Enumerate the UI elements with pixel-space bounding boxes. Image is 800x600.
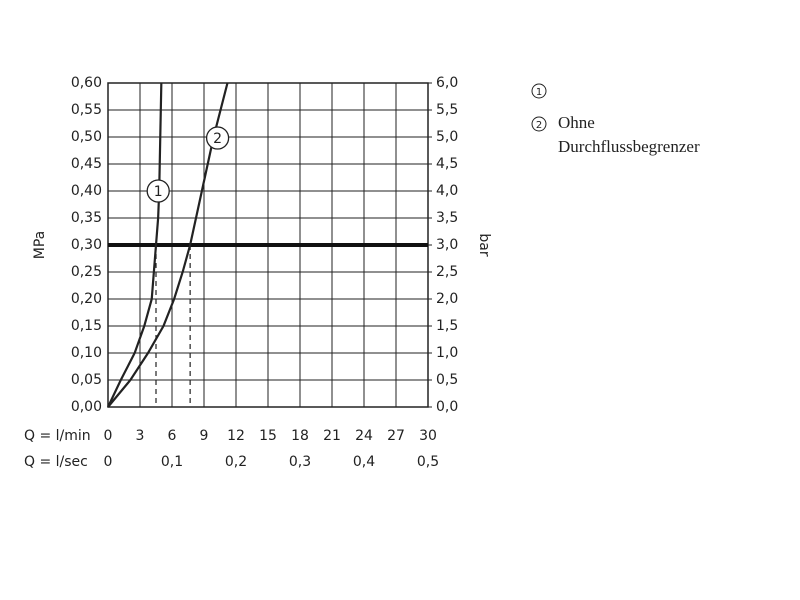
y-tick-label: 0,15 [71,318,102,334]
y2-tick-label: 2,5 [436,264,458,280]
x-tick-label: 18 [291,428,309,444]
y2-tick-label: 0,5 [436,372,458,388]
x-tick-label: 3 [136,428,145,444]
y-tick-label: 0,30 [71,237,102,253]
y-tick-label: 0,45 [71,156,102,172]
y2-tick-label: 6,0 [436,75,458,91]
x-tick-label: 15 [259,428,277,444]
curve [107,82,163,408]
y-tick-label: 0,25 [71,264,102,280]
y-tick-label: 0,35 [71,210,102,226]
y-tick-label: 0,00 [71,399,102,415]
x-tick-label: 21 [323,428,341,444]
y2-tick-label: 4,0 [436,183,458,199]
x-tick-label: 6 [168,428,177,444]
y2-tick-label: 3,0 [436,237,458,253]
y-tick-label: 0,50 [71,129,102,145]
x-tick-label: 0 [104,428,113,444]
x2-tick-label: 0,2 [225,454,247,470]
x2-axis-label: Q = l/sec [24,454,88,470]
x-tick-label: 30 [419,428,437,444]
y-tick-label: 0,20 [71,291,102,307]
x2-tick-label: 0,4 [353,454,375,470]
legend-marker-label: 1 [536,87,542,98]
y-tick-label: 0,55 [71,102,102,118]
y2-tick-label: 2,0 [436,291,458,307]
y-tick-label: 0,10 [71,345,102,361]
y2-tick-label: 4,5 [436,156,458,172]
x2-tick-label: 0,3 [289,454,311,470]
y2-tick-label: 1,0 [436,345,458,361]
x2-tick-label: 0,1 [161,454,183,470]
curve-label: 2 [213,131,222,147]
curve [107,82,229,408]
y2-tick-label: 1,5 [436,318,458,334]
y-axis-label: MPa [32,231,48,259]
legend-marker [531,116,547,132]
curve-label-circle [205,126,230,150]
y2-tick-label: 3,5 [436,210,458,226]
y2-axis-label: bar [476,233,492,256]
legend-marker-label: 2 [536,120,542,131]
legend-label: Ohne Durchflussbegrenzer [558,113,700,156]
x-tick-label: 12 [227,428,245,444]
y2-tick-label: 0,0 [436,399,458,415]
x-tick-label: 9 [200,428,209,444]
x-axis-label: Q = l/min [24,428,91,444]
x2-tick-label: 0 [104,454,113,470]
x2-tick-label: 0,5 [417,454,439,470]
curve-label-circle [146,179,170,203]
y2-tick-label: 5,0 [436,129,458,145]
x-tick-label: 24 [355,428,373,444]
y-tick-label: 0,60 [71,75,102,91]
curve-label: 1 [154,184,163,200]
x-tick-label: 27 [387,428,405,444]
y2-tick-label: 5,5 [436,102,458,118]
y-tick-label: 0,40 [71,183,102,199]
legend-marker [531,83,547,99]
y-tick-label: 0,05 [71,372,102,388]
